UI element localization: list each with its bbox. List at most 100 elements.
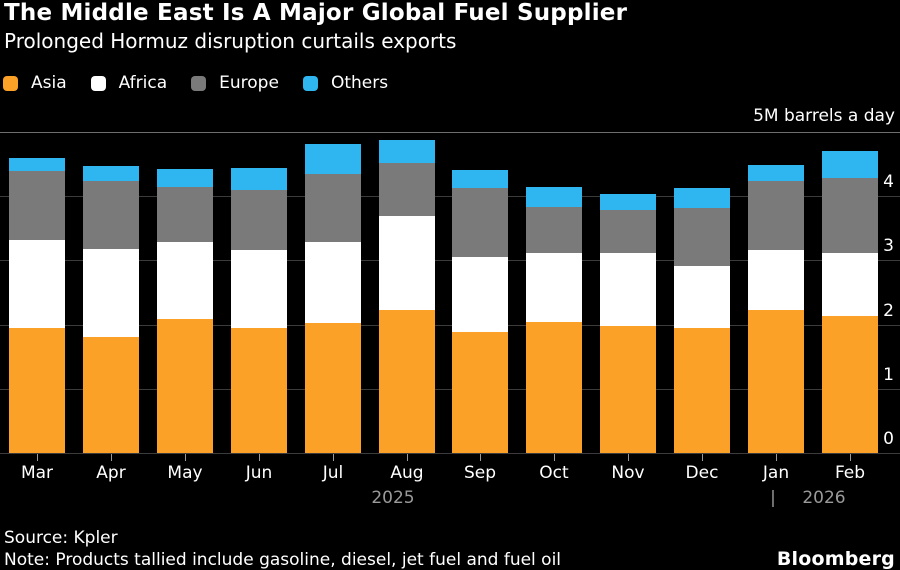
x-tick-jul [333, 454, 334, 461]
bar-segment-africa-mar [9, 240, 65, 328]
legend-label-africa: Africa [118, 73, 168, 93]
bar-segment-others-jan [748, 165, 804, 181]
bar-segment-others-jun [231, 168, 287, 190]
bar-segment-others-apr [83, 166, 139, 181]
legend-swatch-others [302, 75, 318, 91]
bar-segment-africa-feb [822, 253, 878, 316]
bar-segment-others-sep [452, 170, 508, 188]
bar-segment-asia-may [157, 319, 213, 453]
bar-segment-europe-jan [748, 181, 804, 250]
legend-label-asia: Asia [31, 73, 67, 93]
x-label-jan: Jan [762, 463, 790, 483]
bar-segment-europe-dec [674, 208, 730, 266]
bar-segment-others-oct [526, 187, 582, 207]
x-tick-sep [480, 454, 481, 461]
year-label-2026: 2026 [802, 488, 846, 508]
bar-segment-asia-mar [9, 328, 65, 453]
x-tick-jun [259, 454, 260, 461]
x-tick-nov [628, 454, 629, 461]
bar-segment-asia-apr [83, 337, 139, 453]
legend-label-others: Others [330, 73, 389, 93]
bar-segment-africa-jan [748, 250, 804, 310]
gridline-1 [0, 388, 900, 390]
x-label-sep: Sep [463, 463, 497, 483]
bar-segment-others-dec [674, 188, 730, 208]
x-label-nov: Nov [611, 463, 645, 483]
legend: Asia Africa Europe Others [3, 73, 388, 93]
legend-item-europe: Europe [191, 73, 279, 93]
axis-top-line [0, 131, 900, 133]
y-tick-label-4: 4 [883, 172, 894, 192]
legend-item-asia: Asia [3, 73, 67, 93]
bar-segment-asia-jul [305, 323, 361, 453]
y-tick-label-3: 3 [883, 236, 894, 256]
x-label-may: May [167, 463, 203, 483]
bar-segment-asia-aug [379, 310, 435, 453]
bar-segment-europe-feb [822, 178, 878, 253]
bar-segment-asia-oct [526, 322, 582, 453]
x-label-jun: Jun [245, 463, 273, 483]
bar-segment-others-feb [822, 151, 878, 178]
gridline-3 [0, 259, 900, 261]
bar-segment-asia-feb [822, 316, 878, 453]
bar-segment-europe-jun [231, 190, 287, 250]
x-tick-mar [37, 454, 38, 461]
bar-segment-africa-nov [600, 253, 656, 326]
x-tick-aug [407, 454, 408, 461]
source-text: Source: Kpler [4, 528, 118, 548]
x-tick-may [185, 454, 186, 461]
bar-segment-africa-apr [83, 249, 139, 337]
y-tick-label-1: 1 [883, 365, 894, 385]
year-label-divider: | [770, 488, 776, 508]
y-tick-label-2: 2 [883, 301, 894, 321]
bar-segment-europe-may [157, 187, 213, 242]
legend-item-others: Others [302, 73, 389, 93]
bar-segment-europe-jul [305, 174, 361, 242]
bar-segment-europe-aug [379, 163, 435, 216]
chart-subtitle: Prolonged Hormuz disruption curtails exp… [4, 29, 457, 53]
legend-swatch-asia [3, 75, 18, 91]
x-tick-apr [111, 454, 112, 461]
bar-segment-africa-aug [379, 216, 435, 310]
x-label-dec: Dec [685, 463, 719, 483]
bar-segment-others-mar [9, 158, 65, 171]
bar-segment-others-aug [379, 140, 435, 163]
bar-segment-asia-jan [748, 310, 804, 453]
x-tick-jan [776, 454, 777, 461]
x-label-aug: Aug [390, 463, 424, 483]
x-label-apr: Apr [96, 463, 126, 483]
bar-segment-others-jul [305, 144, 361, 174]
chart-title: The Middle East Is A Major Global Fuel S… [4, 0, 628, 26]
bar-segment-asia-sep [452, 332, 508, 453]
legend-swatch-europe [191, 75, 207, 91]
bar-segment-europe-oct [526, 207, 582, 253]
bar-segment-africa-jul [305, 242, 361, 323]
bar-segment-others-nov [600, 194, 656, 210]
bar-segment-europe-mar [9, 171, 65, 240]
gridline-2 [0, 324, 900, 326]
x-tick-feb [850, 454, 851, 461]
x-label-mar: Mar [20, 463, 54, 483]
x-label-feb: Feb [834, 463, 866, 483]
bar-segment-africa-may [157, 242, 213, 319]
year-label-2025: 2025 [371, 488, 415, 508]
bar-segment-africa-jun [231, 250, 287, 328]
gridline-0 [0, 452, 900, 454]
bar-segment-africa-sep [452, 257, 508, 332]
bar-segment-africa-oct [526, 253, 582, 322]
x-label-jul: Jul [322, 463, 344, 483]
y-tick-label-0: 0 [883, 429, 894, 449]
note-text: Note: Products tallied include gasoline,… [4, 550, 562, 570]
bar-segment-others-may [157, 169, 213, 187]
bar-segment-europe-nov [600, 210, 656, 253]
bar-segment-asia-nov [600, 326, 656, 453]
bar-segment-asia-jun [231, 328, 287, 453]
bar-segment-europe-sep [452, 188, 508, 257]
x-tick-oct [554, 454, 555, 461]
legend-label-europe: Europe [219, 73, 279, 93]
bar-segment-europe-apr [83, 181, 139, 249]
legend-item-africa: Africa [90, 73, 168, 93]
gridline-4 [0, 195, 900, 197]
